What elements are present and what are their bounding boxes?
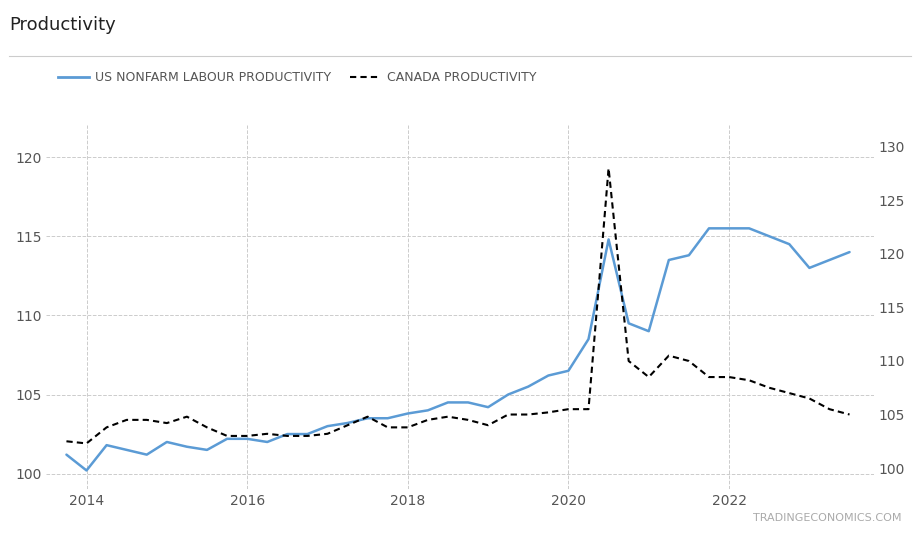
US NONFARM LABOUR PRODUCTIVITY bbox=[843, 249, 854, 255]
US NONFARM LABOUR PRODUCTIVITY bbox=[482, 404, 494, 410]
US NONFARM LABOUR PRODUCTIVITY bbox=[261, 439, 272, 445]
CANADA PRODUCTIVITY bbox=[402, 424, 413, 430]
US NONFARM LABOUR PRODUCTIVITY bbox=[783, 241, 794, 247]
CANADA PRODUCTIVITY bbox=[221, 433, 233, 439]
US NONFARM LABOUR PRODUCTIVITY bbox=[322, 423, 333, 429]
US NONFARM LABOUR PRODUCTIVITY bbox=[622, 320, 633, 326]
CANADA PRODUCTIVITY bbox=[381, 424, 392, 430]
CANADA PRODUCTIVITY bbox=[803, 395, 814, 402]
CANADA PRODUCTIVITY bbox=[542, 409, 553, 415]
US NONFARM LABOUR PRODUCTIVITY bbox=[161, 439, 172, 445]
CANADA PRODUCTIVITY bbox=[161, 420, 172, 426]
US NONFARM LABOUR PRODUCTIVITY bbox=[823, 257, 834, 263]
CANADA PRODUCTIVITY bbox=[61, 438, 72, 444]
US NONFARM LABOUR PRODUCTIVITY bbox=[201, 447, 212, 453]
US NONFARM LABOUR PRODUCTIVITY bbox=[81, 467, 92, 474]
CANADA PRODUCTIVITY bbox=[362, 413, 373, 420]
CANADA PRODUCTIVITY bbox=[121, 417, 132, 423]
US NONFARM LABOUR PRODUCTIVITY bbox=[743, 225, 754, 232]
CANADA PRODUCTIVITY bbox=[743, 377, 754, 383]
US NONFARM LABOUR PRODUCTIVITY bbox=[301, 431, 312, 437]
Text: TRADINGECONOMICS.COM: TRADINGECONOMICS.COM bbox=[753, 513, 901, 523]
CANADA PRODUCTIVITY bbox=[522, 411, 533, 418]
CANADA PRODUCTIVITY bbox=[181, 413, 192, 420]
CANADA PRODUCTIVITY bbox=[242, 433, 253, 439]
US NONFARM LABOUR PRODUCTIVITY bbox=[603, 236, 614, 242]
CANADA PRODUCTIVITY bbox=[843, 411, 854, 418]
CANADA PRODUCTIVITY bbox=[683, 358, 694, 364]
US NONFARM LABOUR PRODUCTIVITY bbox=[121, 447, 132, 453]
CANADA PRODUCTIVITY bbox=[201, 424, 212, 430]
US NONFARM LABOUR PRODUCTIVITY bbox=[61, 451, 72, 458]
US NONFARM LABOUR PRODUCTIVITY bbox=[642, 328, 653, 334]
Legend: US NONFARM LABOUR PRODUCTIVITY, CANADA PRODUCTIVITY: US NONFARM LABOUR PRODUCTIVITY, CANADA P… bbox=[52, 66, 541, 89]
US NONFARM LABOUR PRODUCTIVITY bbox=[462, 399, 473, 406]
CANADA PRODUCTIVITY bbox=[142, 417, 153, 423]
CANADA PRODUCTIVITY bbox=[261, 430, 272, 437]
CANADA PRODUCTIVITY bbox=[101, 424, 112, 430]
Line: US NONFARM LABOUR PRODUCTIVITY: US NONFARM LABOUR PRODUCTIVITY bbox=[66, 229, 848, 470]
CANADA PRODUCTIVITY bbox=[583, 406, 594, 412]
US NONFARM LABOUR PRODUCTIVITY bbox=[763, 233, 774, 239]
US NONFARM LABOUR PRODUCTIVITY bbox=[442, 399, 453, 406]
US NONFARM LABOUR PRODUCTIVITY bbox=[221, 436, 233, 442]
US NONFARM LABOUR PRODUCTIVITY bbox=[422, 407, 433, 413]
US NONFARM LABOUR PRODUCTIVITY bbox=[342, 420, 353, 426]
US NONFARM LABOUR PRODUCTIVITY bbox=[542, 372, 553, 379]
US NONFARM LABOUR PRODUCTIVITY bbox=[142, 451, 153, 458]
CANADA PRODUCTIVITY bbox=[703, 374, 714, 380]
US NONFARM LABOUR PRODUCTIVITY bbox=[663, 257, 674, 263]
US NONFARM LABOUR PRODUCTIVITY bbox=[683, 252, 694, 258]
CANADA PRODUCTIVITY bbox=[663, 352, 674, 359]
CANADA PRODUCTIVITY bbox=[562, 406, 573, 412]
US NONFARM LABOUR PRODUCTIVITY bbox=[583, 336, 594, 342]
CANADA PRODUCTIVITY bbox=[622, 358, 633, 364]
CANADA PRODUCTIVITY bbox=[422, 417, 433, 423]
US NONFARM LABOUR PRODUCTIVITY bbox=[402, 410, 413, 417]
US NONFARM LABOUR PRODUCTIVITY bbox=[242, 436, 253, 442]
US NONFARM LABOUR PRODUCTIVITY bbox=[562, 367, 573, 374]
CANADA PRODUCTIVITY bbox=[603, 165, 614, 171]
US NONFARM LABOUR PRODUCTIVITY bbox=[522, 383, 533, 390]
CANADA PRODUCTIVITY bbox=[722, 374, 733, 380]
CANADA PRODUCTIVITY bbox=[301, 433, 312, 439]
CANADA PRODUCTIVITY bbox=[642, 374, 653, 380]
CANADA PRODUCTIVITY bbox=[502, 411, 513, 418]
CANADA PRODUCTIVITY bbox=[281, 433, 292, 439]
CANADA PRODUCTIVITY bbox=[342, 422, 353, 428]
CANADA PRODUCTIVITY bbox=[81, 440, 92, 446]
CANADA PRODUCTIVITY bbox=[482, 422, 494, 428]
CANADA PRODUCTIVITY bbox=[763, 384, 774, 391]
US NONFARM LABOUR PRODUCTIVITY bbox=[381, 415, 392, 421]
CANADA PRODUCTIVITY bbox=[322, 430, 333, 437]
US NONFARM LABOUR PRODUCTIVITY bbox=[181, 444, 192, 450]
US NONFARM LABOUR PRODUCTIVITY bbox=[362, 415, 373, 421]
CANADA PRODUCTIVITY bbox=[783, 390, 794, 396]
US NONFARM LABOUR PRODUCTIVITY bbox=[722, 225, 733, 232]
US NONFARM LABOUR PRODUCTIVITY bbox=[803, 265, 814, 271]
CANADA PRODUCTIVITY bbox=[823, 406, 834, 412]
US NONFARM LABOUR PRODUCTIVITY bbox=[281, 431, 292, 437]
Line: CANADA PRODUCTIVITY: CANADA PRODUCTIVITY bbox=[66, 168, 848, 443]
US NONFARM LABOUR PRODUCTIVITY bbox=[101, 442, 112, 449]
US NONFARM LABOUR PRODUCTIVITY bbox=[703, 225, 714, 232]
CANADA PRODUCTIVITY bbox=[462, 417, 473, 423]
CANADA PRODUCTIVITY bbox=[442, 413, 453, 420]
US NONFARM LABOUR PRODUCTIVITY bbox=[502, 391, 513, 398]
Text: Productivity: Productivity bbox=[9, 16, 116, 34]
